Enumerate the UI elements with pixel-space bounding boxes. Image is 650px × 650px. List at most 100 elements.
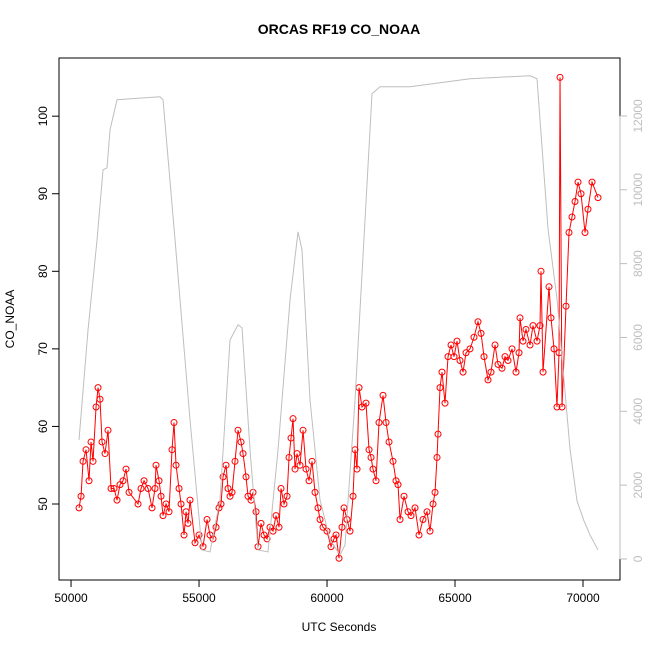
data-point xyxy=(426,527,434,535)
data-point xyxy=(594,194,602,202)
data-point xyxy=(291,465,299,473)
data-point xyxy=(358,403,366,411)
data-point xyxy=(289,415,297,423)
data-point xyxy=(346,527,354,535)
data-point xyxy=(515,349,523,357)
data-point xyxy=(338,523,346,531)
data-point xyxy=(182,508,190,516)
x-tick-label: 65000 xyxy=(438,591,472,605)
data-point xyxy=(516,314,524,322)
data-point xyxy=(293,450,301,458)
data-point xyxy=(175,484,183,492)
data-point xyxy=(239,450,247,458)
data-point xyxy=(168,446,176,454)
data-point xyxy=(277,484,285,492)
data-point xyxy=(369,465,377,473)
data-point xyxy=(231,457,239,465)
data-point xyxy=(96,395,104,403)
data-point xyxy=(494,360,502,368)
data-point xyxy=(332,531,340,539)
data-point xyxy=(536,322,544,330)
data-point xyxy=(228,488,236,496)
data-point xyxy=(400,492,408,500)
data-point xyxy=(170,419,178,427)
data-point xyxy=(433,453,441,461)
data-point xyxy=(137,484,145,492)
data-point xyxy=(392,477,400,485)
data-point xyxy=(184,519,192,527)
x-tick-label: 55000 xyxy=(182,591,216,605)
data-point xyxy=(314,504,322,512)
data-point xyxy=(584,205,592,213)
data-point xyxy=(199,543,207,551)
data-point xyxy=(92,403,100,411)
series-line xyxy=(78,75,599,556)
x-tick-label: 50000 xyxy=(54,591,88,605)
data-point xyxy=(411,504,419,512)
data-point xyxy=(477,329,485,337)
data-point xyxy=(568,213,576,221)
data-point xyxy=(162,500,170,508)
data-point xyxy=(144,484,152,492)
data-point xyxy=(77,492,85,500)
data-point xyxy=(581,229,589,237)
data-point xyxy=(504,356,512,364)
data-point xyxy=(186,496,194,504)
data-point xyxy=(319,523,327,531)
data-point xyxy=(533,337,541,345)
data-point xyxy=(113,496,121,504)
data-point xyxy=(242,473,250,481)
y2-tick-label: 10000 xyxy=(631,173,645,207)
data-point xyxy=(487,368,495,376)
data-point xyxy=(79,457,87,465)
y-tick-label: 80 xyxy=(36,264,50,278)
data-point xyxy=(119,477,127,485)
data-point xyxy=(340,504,348,512)
data-point xyxy=(415,531,423,539)
data-point xyxy=(588,178,596,186)
data-point xyxy=(280,500,288,508)
y-tick-label: 90 xyxy=(36,187,50,201)
data-point xyxy=(75,504,83,512)
data-point xyxy=(441,399,449,407)
data-point xyxy=(447,341,455,349)
data-point xyxy=(379,391,387,399)
chart-title: ORCAS RF19 CO_NOAA xyxy=(258,21,421,37)
data-point xyxy=(302,465,310,473)
data-point xyxy=(180,531,188,539)
data-point xyxy=(526,341,534,349)
data-point xyxy=(335,554,343,562)
data-point xyxy=(349,492,357,500)
data-point xyxy=(252,508,260,516)
data-point xyxy=(296,461,304,469)
x-tick-label: 60000 xyxy=(310,591,344,605)
data-point xyxy=(556,73,564,81)
data-point xyxy=(101,450,109,458)
y2-tick-label: 8000 xyxy=(631,250,645,277)
data-point xyxy=(353,465,361,473)
data-point xyxy=(85,477,93,485)
data-point xyxy=(367,453,375,461)
data-point xyxy=(558,403,566,411)
data-point xyxy=(305,477,313,485)
data-point xyxy=(217,500,225,508)
y2-tick-label: 4000 xyxy=(631,398,645,425)
data-point xyxy=(308,457,316,465)
data-point xyxy=(152,461,160,469)
data-point xyxy=(484,376,492,384)
data-point xyxy=(522,325,530,333)
data-point xyxy=(462,349,470,357)
data-point xyxy=(436,384,444,392)
data-point xyxy=(429,500,437,508)
data-point xyxy=(263,535,271,543)
data-point xyxy=(195,531,203,539)
data-point xyxy=(550,345,558,353)
y2-tick-label: 6000 xyxy=(631,324,645,351)
data-point xyxy=(453,337,461,345)
data-point xyxy=(272,512,280,520)
data-point xyxy=(212,523,220,531)
data-point xyxy=(423,508,431,516)
data-point xyxy=(562,302,570,310)
data-point xyxy=(407,512,415,520)
data-point xyxy=(547,314,555,322)
